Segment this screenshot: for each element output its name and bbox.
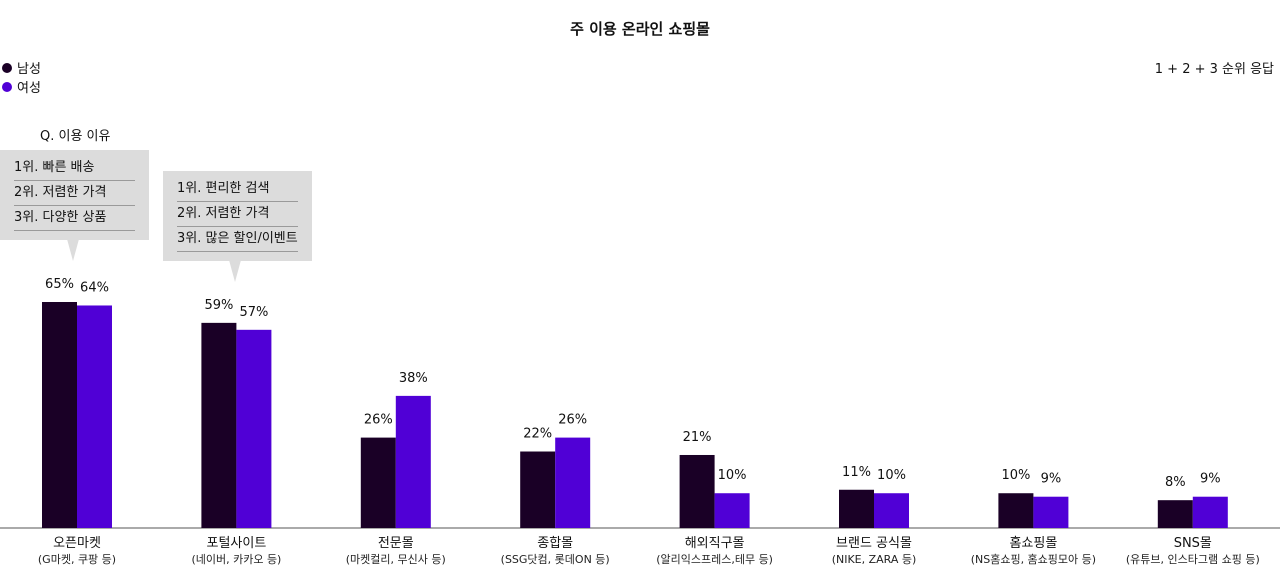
- data-label: 26%: [364, 413, 393, 428]
- data-label: 10%: [1001, 468, 1030, 483]
- bar-male: [201, 322, 237, 528]
- chart-title: 주 이용 온라인 쇼핑몰: [570, 20, 710, 38]
- bar-male: [1157, 500, 1193, 528]
- category-label: 해외직구몰: [685, 536, 745, 551]
- data-label: 64%: [80, 280, 109, 295]
- category-sublabel: (마켓컬리, 무신사 등): [346, 553, 446, 566]
- bar-male: [42, 302, 77, 528]
- bar-female: [236, 329, 272, 528]
- callout-pointer: [67, 239, 79, 261]
- reason-item: 3위. 다양한 상품: [14, 206, 135, 231]
- category-label: SNS몰: [1174, 536, 1212, 551]
- bar-female: [714, 493, 750, 528]
- reason-item: 3위. 많은 할인/이벤트: [177, 227, 298, 252]
- callout-portal-reasons: 1위. 편리한 검색 2위. 저렴한 가격 3위. 많은 할인/이벤트: [163, 171, 312, 282]
- bar-male: [520, 451, 556, 528]
- bar-male: [360, 437, 396, 528]
- response-note: 1 + 2 + 3 순위 응답: [1154, 62, 1274, 77]
- data-label: 22%: [523, 427, 552, 442]
- bar-female: [77, 305, 112, 528]
- data-label: 10%: [718, 468, 747, 483]
- bar-female: [1033, 496, 1069, 528]
- data-label: 9%: [1041, 472, 1062, 487]
- data-label: 38%: [399, 371, 428, 386]
- category-label: 포털사이트: [206, 536, 266, 551]
- bar-male: [839, 489, 874, 528]
- data-label: 65%: [45, 277, 74, 292]
- reason-item: 1위. 편리한 검색: [177, 177, 298, 202]
- data-label: 57%: [239, 305, 268, 320]
- category-sublabel: (유튜브, 인스타그램 쇼핑 등): [1126, 553, 1260, 566]
- bar-female: [874, 493, 909, 528]
- data-label: 26%: [558, 413, 587, 428]
- reasons-title: Q. 이용 이유: [40, 129, 111, 144]
- data-label: 11%: [842, 465, 871, 480]
- category-sublabel: (NIKE, ZARA 등): [832, 553, 917, 566]
- data-label: 21%: [683, 430, 712, 445]
- legend-label-female: 여성: [17, 81, 41, 96]
- category-label: 브랜드 공식몰: [836, 536, 912, 551]
- bar-female: [1192, 496, 1228, 528]
- reason-item: 2위. 저렴한 가격: [14, 181, 135, 206]
- legend-dot-female: [2, 81, 12, 92]
- bar-male: [998, 493, 1034, 528]
- category-sublabel: (네이버, 카카오 등): [191, 553, 281, 566]
- legend-item-female: 여성: [2, 77, 41, 96]
- category-sublabel: (SSG닷컴, 롯데ON 등): [501, 553, 610, 566]
- legend-item-male: 남성: [2, 58, 41, 77]
- category-sublabel: (알리익스프레스,테무 등): [656, 552, 773, 566]
- callout-pointer: [229, 260, 241, 282]
- category-sublabel: (NS홈쇼핑, 홈쇼핑모아 등): [971, 552, 1096, 566]
- reason-item: 1위. 빠른 배송: [14, 156, 135, 181]
- bar-female: [555, 437, 591, 528]
- bar-female: [395, 395, 431, 528]
- category-label: 오픈마켓: [53, 536, 101, 551]
- category-label: 홈쇼핑몰: [1009, 536, 1057, 551]
- data-label: 8%: [1165, 475, 1186, 490]
- legend-label-male: 남성: [17, 62, 41, 77]
- data-label: 10%: [877, 468, 906, 483]
- legend: 남성 여성: [2, 58, 41, 96]
- legend-dot-male: [2, 62, 12, 73]
- data-label: 59%: [204, 298, 233, 313]
- reason-item: 2위. 저렴한 가격: [177, 202, 298, 227]
- category-label: 종합몰: [537, 536, 573, 551]
- bar-male: [679, 454, 715, 528]
- category-label: 전문몰: [378, 536, 414, 551]
- callout-open-market-reasons: 1위. 빠른 배송 2위. 저렴한 가격 3위. 다양한 상품: [0, 150, 149, 261]
- data-label: 9%: [1200, 472, 1221, 487]
- category-sublabel: (G마켓, 쿠팡 등): [38, 553, 116, 566]
